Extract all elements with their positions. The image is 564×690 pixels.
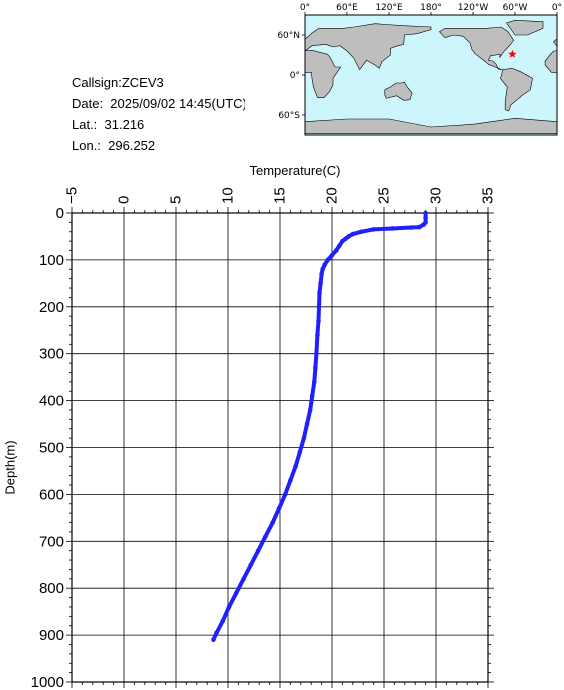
station-marker-icon bbox=[508, 49, 517, 58]
date-text: Date: 2025/09/02 14:45(UTC) bbox=[72, 96, 247, 111]
y-tick-label: 100 bbox=[39, 252, 64, 269]
data-point bbox=[255, 548, 261, 553]
y-tick-label: 1000 bbox=[31, 674, 64, 690]
data-point bbox=[421, 222, 426, 228]
data-point bbox=[317, 290, 322, 296]
data-point bbox=[319, 271, 324, 277]
data-point bbox=[343, 236, 348, 242]
map-lon-label: 120°W bbox=[458, 3, 489, 13]
plot-frame bbox=[71, 212, 489, 683]
x-tick-label: 35 bbox=[480, 187, 497, 204]
map-lat-label: 60°N bbox=[277, 31, 300, 41]
x-tick-label: 25 bbox=[376, 187, 393, 204]
data-point bbox=[270, 520, 276, 525]
data-point bbox=[288, 478, 293, 483]
map-lon-label: 0° bbox=[300, 3, 310, 13]
data-point bbox=[263, 534, 268, 539]
data-point bbox=[214, 630, 219, 636]
data-point bbox=[423, 215, 428, 220]
data-point bbox=[320, 266, 325, 272]
data-point bbox=[333, 248, 339, 253]
x-tick-label: 20 bbox=[324, 187, 341, 204]
data-point bbox=[211, 637, 216, 643]
x-tick-label: −5 bbox=[64, 187, 81, 204]
y-tick-label: 800 bbox=[39, 580, 64, 597]
lat-text: Lat.: 31.216 bbox=[72, 117, 145, 132]
data-point bbox=[282, 492, 288, 497]
data-point bbox=[322, 262, 328, 267]
map-lat-label: 60°S bbox=[278, 111, 300, 121]
y-tick-label: 700 bbox=[39, 533, 64, 550]
data-point bbox=[390, 226, 395, 231]
data-point bbox=[358, 229, 364, 235]
data-point bbox=[309, 393, 315, 399]
y-tick-label: 500 bbox=[39, 440, 64, 457]
europe-asia-land bbox=[301, 23, 432, 71]
y-axis-title: Depth(m) bbox=[3, 440, 18, 494]
map-mask-left bbox=[245, 13, 305, 137]
data-point bbox=[340, 238, 345, 244]
data-point bbox=[220, 618, 226, 624]
x-axis-title: Temperature(C) bbox=[249, 163, 340, 178]
y-tick-label: 600 bbox=[39, 486, 64, 503]
data-point bbox=[325, 257, 331, 263]
map-lon-label: 180° bbox=[420, 3, 442, 13]
data-point bbox=[276, 506, 282, 511]
data-point bbox=[293, 463, 298, 469]
x-tick-label: 5 bbox=[168, 196, 185, 204]
australia-land bbox=[384, 81, 413, 101]
data-point bbox=[346, 234, 351, 239]
data-point bbox=[318, 281, 323, 286]
data-point bbox=[314, 351, 319, 357]
map-lon-label: 60°W bbox=[503, 3, 528, 13]
data-point bbox=[315, 332, 320, 338]
greenland-land bbox=[506, 19, 544, 36]
x-tick-label: 10 bbox=[220, 187, 237, 204]
data-point bbox=[408, 225, 414, 230]
data-point bbox=[241, 576, 246, 582]
data-point bbox=[371, 227, 376, 232]
y-tick-label: 400 bbox=[39, 393, 64, 410]
data-point bbox=[423, 210, 428, 216]
y-tick-label: 200 bbox=[39, 299, 64, 316]
data-point bbox=[313, 365, 318, 371]
data-point bbox=[304, 421, 310, 427]
lon-text: Lon.: 296.252 bbox=[72, 138, 156, 153]
south-america-land bbox=[499, 67, 533, 112]
station-info: Callsign:ZCEV3 Date: 2025/09/02 14:45(UT… bbox=[72, 72, 247, 156]
data-point bbox=[417, 224, 422, 230]
north-america-land bbox=[438, 26, 514, 70]
map-lon-label: 60°E bbox=[336, 3, 358, 13]
y-tick-label: 300 bbox=[39, 346, 64, 363]
data-point bbox=[248, 562, 254, 568]
data-point bbox=[316, 304, 322, 310]
data-point bbox=[307, 407, 313, 413]
map-lon-label: 120°E bbox=[375, 3, 403, 13]
data-point bbox=[329, 252, 335, 258]
map-lon-label: 0° bbox=[552, 3, 562, 13]
data-point bbox=[297, 449, 303, 455]
data-point bbox=[336, 243, 342, 249]
x-tick-label: 15 bbox=[272, 187, 289, 204]
x-tick-label: 30 bbox=[428, 187, 445, 204]
y-tick-label: 0 bbox=[56, 205, 64, 222]
data-point bbox=[234, 590, 239, 596]
map-mask-right bbox=[557, 13, 564, 137]
x-tick-label: 0 bbox=[116, 196, 133, 204]
data-point bbox=[301, 435, 307, 441]
data-point bbox=[350, 231, 356, 237]
callsign-text: Callsign:ZCEV3 bbox=[72, 75, 164, 90]
antarctica-land bbox=[304, 117, 558, 134]
data-point bbox=[316, 318, 321, 324]
data-point bbox=[226, 604, 232, 610]
data-point bbox=[312, 379, 317, 385]
y-tick-label: 900 bbox=[39, 627, 64, 644]
map-lat-label: 0° bbox=[290, 71, 300, 81]
